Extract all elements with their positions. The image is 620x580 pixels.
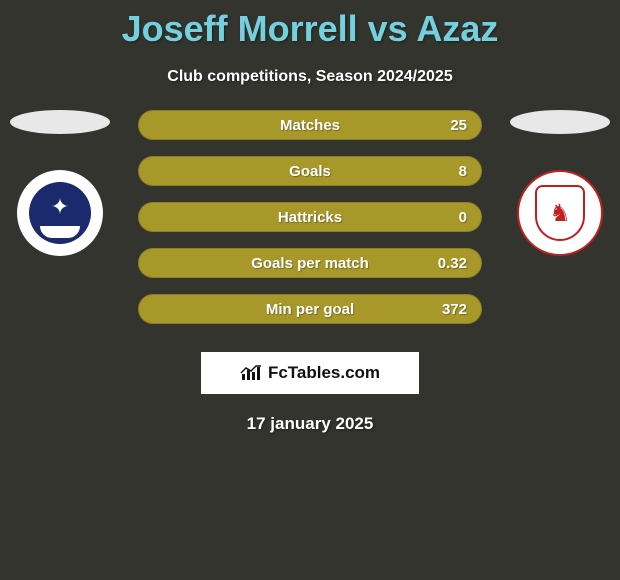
stat-label: Matches <box>280 117 340 134</box>
stat-row-min-per-goal: Min per goal 372 <box>138 294 482 324</box>
player-right-avatar <box>510 110 610 134</box>
stat-label: Hattricks <box>278 209 342 226</box>
stat-row-goals: Goals 8 <box>138 156 482 186</box>
player-right-column: ♞ <box>500 110 620 256</box>
stat-label: Min per goal <box>266 301 354 318</box>
stat-right-value: 0 <box>459 209 467 226</box>
stat-right-value: 0.32 <box>438 255 467 272</box>
club-badge-right: ♞ <box>517 170 603 256</box>
stat-right-value: 372 <box>442 301 467 318</box>
club-badge-left: ✦ <box>17 170 103 256</box>
middlesbrough-crest: ♞ <box>535 185 585 241</box>
stat-row-hattricks: Hattricks 0 <box>138 202 482 232</box>
lion-icon: ♞ <box>549 199 571 228</box>
date-label: 17 january 2025 <box>0 414 620 434</box>
comparison-content: ✦ ♞ Matches 25 Goals 8 Hattricks 0 <box>0 110 620 434</box>
portsmouth-crest: ✦ <box>29 182 91 244</box>
player-left-avatar <box>10 110 110 134</box>
stats-list: Matches 25 Goals 8 Hattricks 0 Goals per… <box>138 110 482 324</box>
stat-right-value: 8 <box>459 163 467 180</box>
page-subtitle: Club competitions, Season 2024/2025 <box>0 68 620 86</box>
player-left-column: ✦ <box>0 110 120 256</box>
stat-right-value: 25 <box>450 117 467 134</box>
brand-badge: FcTables.com <box>201 352 419 394</box>
stat-row-goals-per-match: Goals per match 0.32 <box>138 248 482 278</box>
crescent-icon <box>40 226 80 238</box>
brand-text: FcTables.com <box>268 363 380 383</box>
page-title: Joseff Morrell vs Azaz <box>0 0 620 50</box>
chart-icon <box>240 364 262 382</box>
stat-label: Goals per match <box>251 255 369 272</box>
stat-row-matches: Matches 25 <box>138 110 482 140</box>
star-icon: ✦ <box>51 194 69 220</box>
stat-label: Goals <box>289 163 331 180</box>
